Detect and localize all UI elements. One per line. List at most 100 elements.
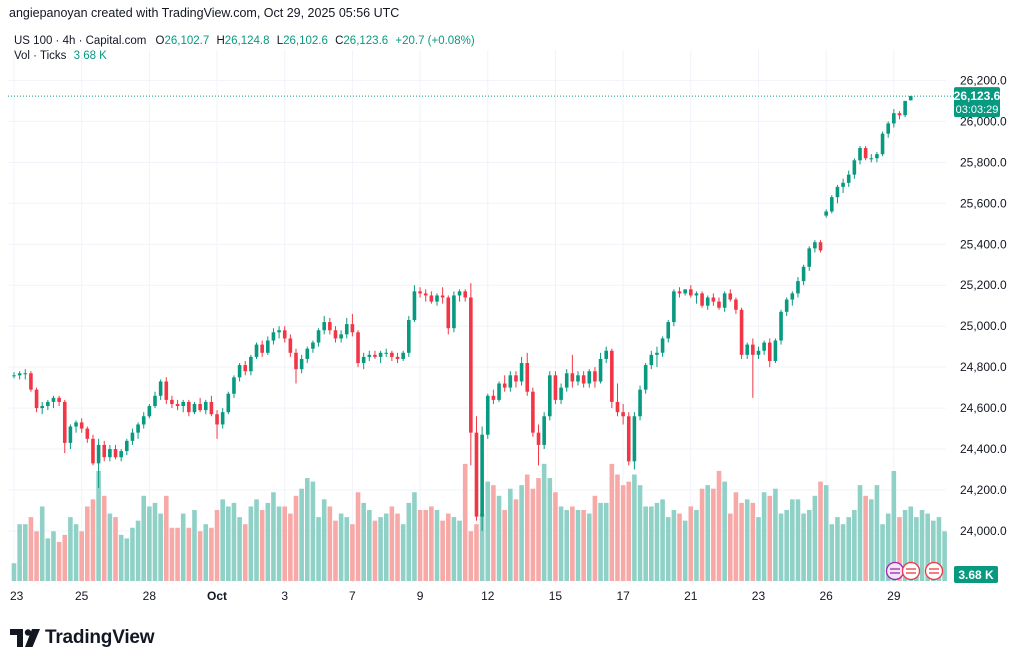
candle-up <box>790 293 795 300</box>
candle-up <box>722 293 727 308</box>
candle-up <box>801 266 806 282</box>
candle-up <box>649 354 654 366</box>
volume-bar <box>45 538 51 581</box>
volume-bar <box>220 499 225 581</box>
candle-down <box>288 338 293 353</box>
price-axis-label: 26,200.0 <box>960 73 1007 87</box>
candle-up <box>153 395 157 407</box>
time-axis-label: 25 <box>75 589 89 603</box>
candle-down <box>446 297 451 329</box>
candle-down <box>395 356 400 359</box>
volume-bar <box>891 470 897 581</box>
candle-up <box>773 340 778 361</box>
candle-up <box>203 401 208 411</box>
volume-bar <box>677 513 682 581</box>
volume-bar <box>603 502 609 581</box>
candle-up <box>141 416 146 425</box>
candle-up <box>378 352 383 357</box>
volume-bar <box>598 502 603 581</box>
candle-up <box>125 440 129 452</box>
candle-down <box>525 363 530 392</box>
candle-up <box>638 389 642 417</box>
candle-down <box>390 352 394 357</box>
volume-bar <box>767 495 773 581</box>
volume-bar <box>96 470 101 581</box>
volume-bar <box>908 506 914 581</box>
candle-down <box>198 403 202 411</box>
candle-down <box>593 371 597 382</box>
candle-down <box>294 352 298 370</box>
volume-bar <box>823 485 829 581</box>
candle-up <box>367 354 372 357</box>
volume-bar <box>474 524 479 581</box>
volume-bar <box>254 499 259 581</box>
tradingview-wordmark: TradingView <box>45 627 155 648</box>
candle-down <box>767 342 772 361</box>
us-flag-event-icon <box>924 561 944 581</box>
volume-bar <box>586 513 592 581</box>
volume-bar <box>705 485 711 581</box>
volume-bar <box>880 524 885 581</box>
volume-bar <box>902 510 908 581</box>
candle-up <box>249 356 253 372</box>
volume-bar <box>163 495 169 581</box>
candle-down <box>418 291 422 294</box>
volume-bar <box>406 502 412 581</box>
tradingview-logo[interactable]: TradingView <box>10 626 155 650</box>
volume-label[interactable]: Vol · Ticks <box>14 50 67 62</box>
volume-bar <box>632 474 637 581</box>
price-axis-label: 25,200.0 <box>960 278 1007 292</box>
candle-up <box>846 174 851 183</box>
volume-bar <box>874 485 880 581</box>
us-flag-event-icon <box>901 561 921 581</box>
volume-bar <box>925 513 930 581</box>
last-price-label: 26,123.6 <box>954 89 1001 103</box>
volume-bar <box>553 492 558 581</box>
candle-up <box>384 352 389 354</box>
volume-bar <box>502 510 507 581</box>
price-axis-label: 25,000.0 <box>960 319 1007 333</box>
volume-bar <box>304 478 310 581</box>
volume-bar <box>214 510 220 581</box>
candle-down <box>717 301 721 308</box>
volume-bar <box>276 506 282 581</box>
candle-down <box>373 354 377 357</box>
candle-down <box>209 401 214 415</box>
volume-bar <box>462 463 468 581</box>
volume-bar <box>73 524 79 581</box>
candle-down <box>739 309 744 355</box>
candle-down <box>29 373 33 390</box>
volume-bar <box>699 488 705 581</box>
candle-up <box>12 375 16 377</box>
candle-down <box>626 416 631 462</box>
volume-bar <box>761 492 767 581</box>
volume-bar <box>56 541 62 581</box>
volume-bar <box>626 481 632 581</box>
price-axis-label: 25,400.0 <box>960 237 1007 251</box>
candle-down <box>170 399 174 404</box>
volume-bar <box>491 485 496 581</box>
volume-bar <box>203 524 209 581</box>
candle-up <box>564 373 569 388</box>
volume-bar <box>575 510 581 581</box>
candle-down <box>91 438 95 464</box>
candle-up <box>705 297 710 306</box>
candle-down <box>333 330 338 339</box>
volume-bar <box>68 517 73 581</box>
price-chart[interactable]: 24,000.0 24,200.0 24,400.0 24,600.0 24,800.0… <box>0 0 1024 612</box>
volume-bar <box>931 520 936 581</box>
volume-bar <box>508 488 513 581</box>
candle-down <box>751 344 755 355</box>
volume-bar <box>316 517 321 581</box>
symbol-label[interactable]: US 100 · 4h · Capital.com <box>14 35 147 47</box>
candle-down <box>260 344 264 353</box>
volume-bar <box>130 527 135 581</box>
candle-up <box>108 449 112 458</box>
candle-up <box>559 387 563 400</box>
ohlc-row: US 100 · 4h · Capital.com O26,102.7 H26,… <box>14 34 475 49</box>
candle-up <box>226 393 231 413</box>
volume-bar <box>750 502 756 581</box>
candle-up <box>96 444 101 464</box>
candle-down <box>610 350 614 402</box>
price-axis-label: 24,600.0 <box>960 401 1007 415</box>
